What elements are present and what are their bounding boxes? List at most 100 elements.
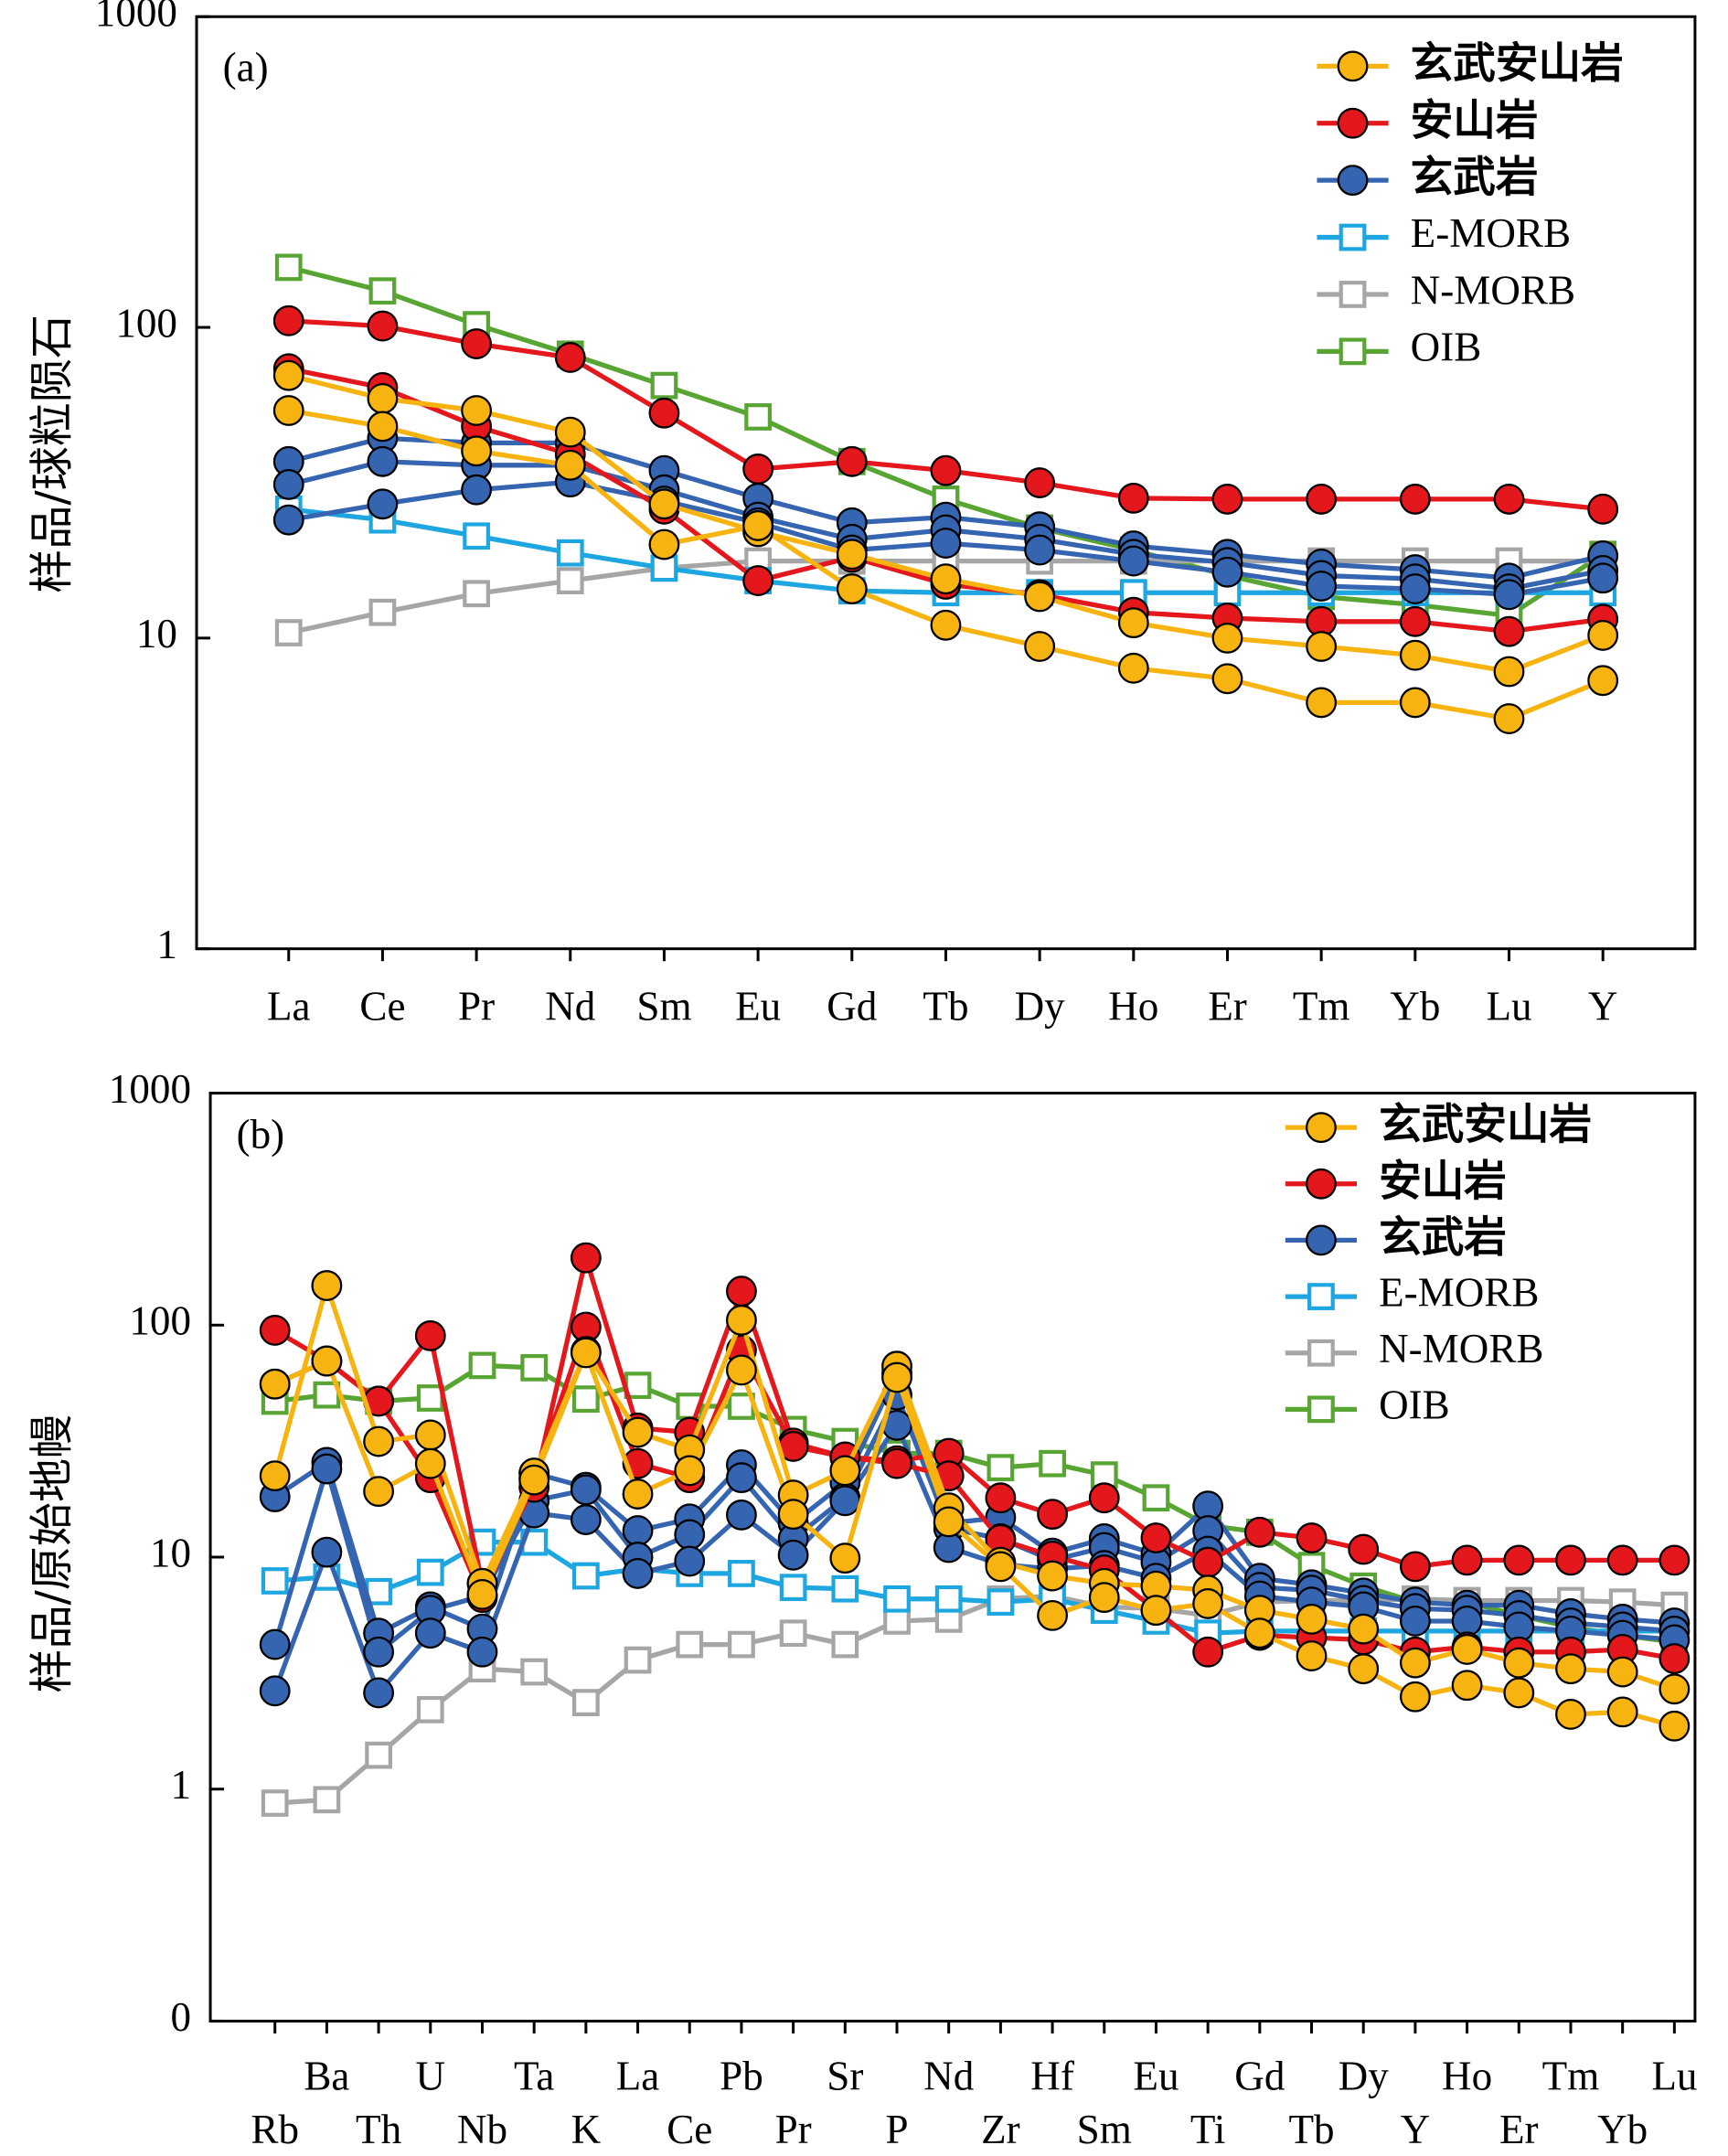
data-point <box>1587 620 1619 651</box>
data-point <box>1348 1613 1380 1645</box>
x-tick-label: Zr <box>981 2107 1020 2152</box>
data-point <box>272 504 304 536</box>
data-point <box>1399 483 1431 515</box>
data-point <box>1606 1696 1638 1728</box>
data-point <box>367 411 399 443</box>
x-tick-label: Gd <box>1234 2053 1285 2098</box>
x-tick-label: Ti <box>1190 2107 1225 2152</box>
legend-label: 玄武安山岩 <box>1411 38 1624 88</box>
data-point <box>311 1270 343 1301</box>
data-point <box>367 382 399 414</box>
data-point <box>648 397 680 429</box>
data-point <box>1306 571 1338 602</box>
data-point <box>726 1462 757 1494</box>
data-point <box>726 1304 757 1336</box>
x-tick-label: Sm <box>1077 2107 1132 2152</box>
data-point <box>728 1560 755 1587</box>
data-point <box>367 445 399 477</box>
data-point <box>650 371 678 400</box>
data-point <box>570 1337 602 1369</box>
data-point <box>881 1447 912 1479</box>
data-point <box>1243 1617 1275 1649</box>
data-point <box>1088 1582 1120 1614</box>
x-tick-label: Tb <box>1288 2107 1334 2152</box>
data-point <box>1399 1551 1431 1583</box>
data-point <box>368 277 397 305</box>
x-tick-label: U <box>415 2053 445 2098</box>
data-point <box>648 488 680 520</box>
data-point <box>1117 652 1149 684</box>
legend-swatch-marker <box>1339 223 1367 251</box>
series-line <box>274 1593 1675 1806</box>
data-point <box>1659 1643 1691 1674</box>
legend-label: N-MORB <box>1379 1326 1543 1372</box>
y-tick-label: 1000 <box>95 0 177 36</box>
legend-swatch-marker <box>1306 1224 1337 1256</box>
data-point <box>1451 1606 1483 1637</box>
legend-swatch-marker <box>1306 1112 1337 1144</box>
data-point <box>367 310 399 342</box>
data-point <box>259 1675 291 1707</box>
legend-label: 安山岩 <box>1411 95 1539 144</box>
y-axis-title: 样品/球粒陨石 <box>27 315 78 593</box>
data-point <box>674 1519 706 1551</box>
data-point <box>829 1542 861 1574</box>
data-point <box>1211 663 1243 695</box>
data-point <box>777 1539 809 1571</box>
data-point <box>556 539 584 567</box>
data-point <box>554 342 586 373</box>
data-point <box>1348 1533 1380 1565</box>
y-tick-label: 100 <box>129 1298 191 1344</box>
data-point <box>414 1617 446 1649</box>
data-point <box>1192 1587 1224 1619</box>
x-tick-label: K <box>571 2107 602 2152</box>
data-point <box>777 1499 809 1531</box>
data-point <box>274 253 303 282</box>
data-point <box>987 1588 1015 1617</box>
data-point <box>311 1536 343 1568</box>
data-point <box>1503 1677 1535 1709</box>
data-point <box>1606 1544 1638 1576</box>
data-point <box>1659 1710 1691 1742</box>
x-tick-label: Yb <box>1597 2107 1648 2152</box>
data-point <box>259 1368 291 1400</box>
data-point <box>1399 1606 1431 1637</box>
data-point <box>1211 556 1243 588</box>
data-point <box>272 359 304 391</box>
x-tick-label: Lu <box>1486 984 1531 1030</box>
data-point <box>1296 1640 1328 1671</box>
data-point <box>363 1476 395 1508</box>
legend-swatch-marker <box>1339 337 1367 366</box>
series-line <box>273 1350 1676 1729</box>
x-tick-label: Sr <box>827 2053 863 2098</box>
data-point <box>1037 1560 1068 1592</box>
data-point <box>1493 615 1525 647</box>
legend-swatch-marker <box>1337 165 1369 197</box>
panel-label: (b) <box>237 1112 285 1158</box>
x-tick-label: La <box>616 2053 660 2098</box>
data-point <box>570 1504 602 1535</box>
data-point <box>518 1464 550 1496</box>
x-tick-label: Dy <box>1339 2053 1390 2098</box>
x-tick-label: Tm <box>1542 2053 1600 2098</box>
x-tick-label: Lu <box>1651 2053 1697 2098</box>
x-tick-label: Ce <box>667 2107 712 2152</box>
data-point <box>930 454 962 486</box>
data-point <box>1451 1634 1483 1665</box>
data-point <box>461 395 493 426</box>
legend-swatch-marker <box>1337 50 1369 82</box>
data-point <box>520 1354 549 1382</box>
data-point <box>570 1242 602 1274</box>
data-point <box>726 1354 757 1386</box>
legend-swatch-marker <box>1337 107 1369 139</box>
data-point <box>1306 483 1338 515</box>
legend-label: 玄武岩 <box>1379 1212 1507 1262</box>
data-point <box>1659 1673 1691 1705</box>
data-point <box>367 488 399 520</box>
data-point <box>1243 1516 1275 1548</box>
x-tick-label: Pr <box>775 2107 812 2152</box>
data-point <box>1192 1546 1224 1578</box>
data-point <box>836 539 868 571</box>
data-point <box>1493 703 1525 734</box>
